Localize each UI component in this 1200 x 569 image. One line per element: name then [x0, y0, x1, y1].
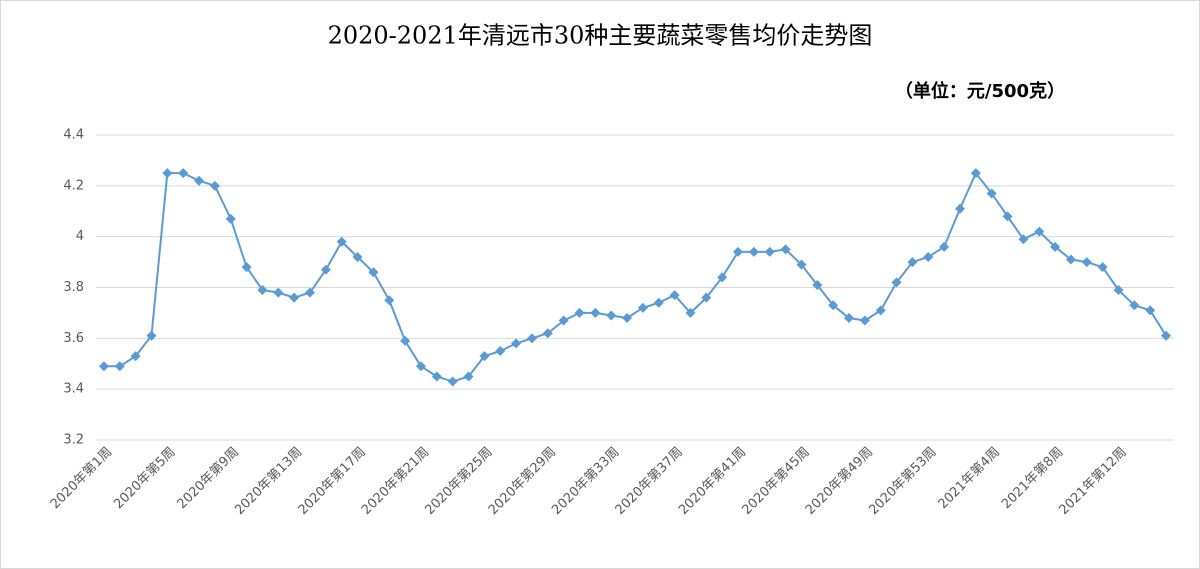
marker — [463, 371, 474, 382]
y-tick-label: 3.6 — [63, 331, 84, 346]
y-tick-label: 3.4 — [63, 382, 84, 397]
y-tick-label: 4 — [76, 229, 84, 244]
marker — [923, 252, 934, 262]
marker — [336, 236, 347, 247]
marker — [162, 168, 173, 179]
marker — [1097, 262, 1108, 273]
y-tick-label: 4.2 — [63, 178, 84, 193]
marker — [907, 257, 918, 268]
marker — [574, 307, 585, 318]
marker — [796, 259, 807, 270]
marker — [717, 272, 728, 283]
marker — [305, 287, 316, 298]
marker — [368, 267, 379, 278]
marker — [241, 262, 252, 273]
marker — [1050, 241, 1061, 252]
marker — [352, 252, 363, 262]
marker — [1034, 226, 1045, 237]
marker — [875, 305, 886, 316]
marker — [479, 351, 490, 362]
marker — [590, 307, 601, 318]
marker — [320, 264, 331, 275]
marker — [542, 328, 553, 339]
marker — [1002, 211, 1013, 222]
marker — [622, 313, 633, 323]
marker — [384, 295, 395, 306]
marker — [844, 313, 855, 323]
marker — [637, 302, 648, 313]
marker — [733, 246, 744, 257]
marker — [1018, 234, 1029, 245]
marker — [764, 246, 775, 257]
chart-subtitle: （单位：元/500克） — [895, 80, 1065, 102]
marker — [209, 180, 220, 191]
marker — [954, 203, 965, 214]
marker — [1129, 300, 1140, 311]
marker — [748, 246, 759, 257]
marker — [1065, 254, 1076, 265]
y-tick-label: 3.2 — [63, 433, 84, 448]
marker — [653, 297, 664, 308]
marker — [447, 376, 458, 387]
marker — [891, 277, 902, 288]
marker — [701, 292, 712, 303]
marker — [1081, 257, 1092, 268]
marker — [130, 351, 141, 362]
marker — [178, 168, 189, 179]
marker — [431, 371, 442, 382]
marker — [1161, 330, 1172, 341]
marker — [526, 333, 537, 344]
marker — [1145, 305, 1156, 316]
marker — [511, 338, 522, 349]
marker — [400, 335, 411, 346]
y-tick-label: 4.4 — [63, 128, 84, 143]
marker — [289, 292, 300, 303]
marker — [415, 361, 426, 372]
marker — [114, 361, 125, 372]
marker — [859, 315, 870, 326]
marker — [495, 346, 506, 357]
marker — [194, 175, 205, 186]
chart-title: 2020-2021年清远市30种主要蔬菜零售均价走势图 — [328, 22, 873, 50]
marker — [986, 188, 997, 199]
marker — [273, 287, 284, 298]
marker — [970, 168, 981, 179]
marker — [257, 285, 268, 296]
marker — [669, 290, 680, 301]
marker — [558, 315, 569, 326]
marker — [606, 310, 617, 321]
marker — [685, 307, 696, 318]
marker — [146, 330, 157, 341]
marker — [98, 361, 109, 372]
marker — [812, 279, 823, 290]
marker — [780, 244, 791, 255]
marker — [828, 300, 839, 311]
marker — [939, 241, 950, 252]
marker — [225, 213, 236, 224]
marker — [1113, 285, 1124, 296]
y-tick-label: 3.8 — [63, 280, 84, 295]
